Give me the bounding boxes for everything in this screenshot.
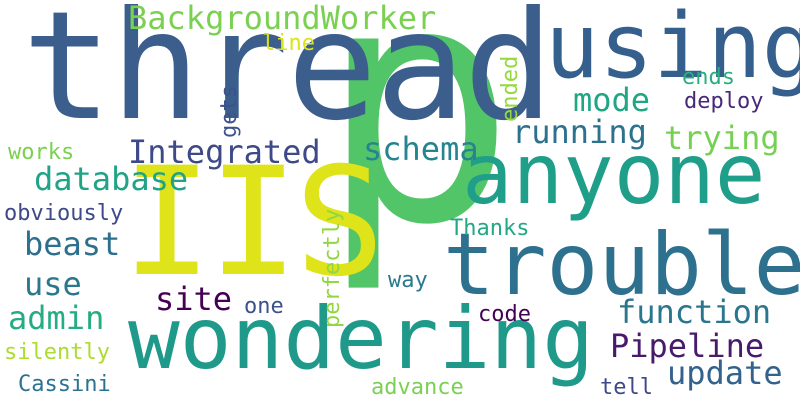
word-p: p [318, 0, 517, 297]
word-pipeline: Pipeline [610, 327, 765, 365]
word-thread: thread [22, 0, 554, 154]
word-function: function [617, 293, 772, 331]
word-trying: trying [664, 119, 780, 157]
word-thanks: Thanks [450, 216, 530, 241]
word-beast: beast [24, 225, 121, 263]
word-use: use [24, 265, 82, 303]
word-database: database [34, 160, 189, 198]
word-works: works [8, 140, 75, 165]
word-trouble: trouble [443, 215, 800, 315]
word-tell: tell [600, 375, 653, 400]
word-ended: ended [498, 55, 523, 122]
word-wondering: wondering [128, 289, 594, 389]
word-update: update [667, 354, 783, 392]
word-admin: admin [8, 299, 105, 337]
word-perfectly: perfectly [320, 208, 345, 328]
word-running: running [512, 113, 647, 151]
word-backgroundworker: BackgroundWorker [128, 0, 437, 37]
word-deploy: deploy [684, 89, 764, 114]
word-obviously: obviously [4, 201, 124, 226]
word-anyone: anyone [462, 125, 766, 223]
word-using: using [545, 0, 800, 99]
word-advance: advance [371, 375, 464, 400]
word-silently: silently [4, 340, 110, 365]
word-ends: ends [682, 65, 735, 90]
word-schema: schema [363, 130, 479, 168]
word-code: code [478, 302, 531, 327]
word-iis: IIS [122, 136, 385, 310]
word-one: one [244, 294, 284, 319]
word-gets: gets [217, 85, 242, 138]
word-site: site [155, 280, 233, 318]
word-mode: mode [573, 81, 651, 119]
word-way: way [388, 268, 428, 293]
word-integrated: Integrated [128, 133, 321, 171]
word-cassini: Cassini [18, 372, 111, 397]
word-line: line [262, 31, 315, 56]
